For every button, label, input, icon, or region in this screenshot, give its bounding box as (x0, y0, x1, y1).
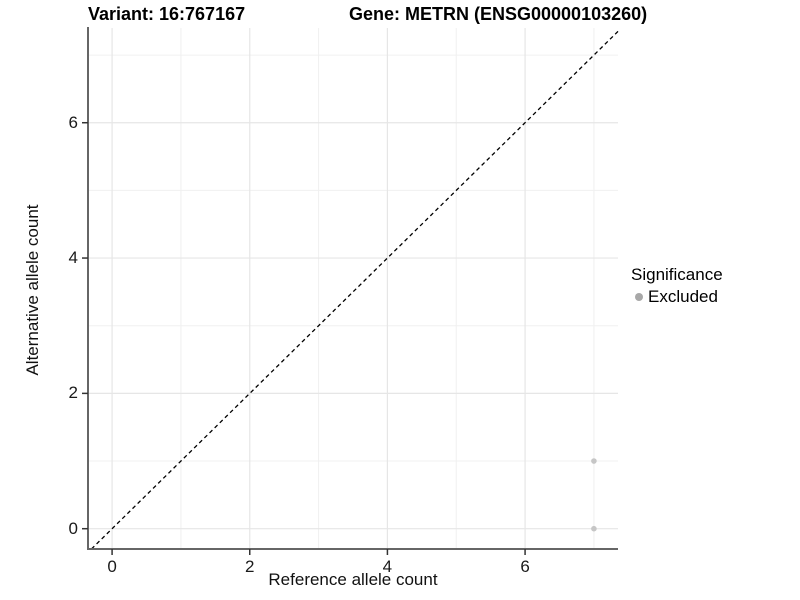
y-tick-label: 0 (68, 518, 78, 538)
legend-title: Significance (631, 265, 723, 284)
legend: Significance Excluded (631, 265, 723, 307)
plot-title-gene: Gene: METRN (ENSG00000103260) (349, 4, 648, 24)
y-tick-label: 6 (68, 112, 78, 132)
x-axis-label: Reference allele count (268, 570, 438, 589)
x-tick-label: 6 (520, 557, 530, 576)
x-tick-label: 2 (245, 557, 255, 576)
identity-reference-line (90, 30, 619, 550)
y-tick-label: 4 (68, 248, 78, 268)
data-point (591, 458, 597, 464)
legend-entry-excluded: Excluded (631, 287, 723, 307)
y-axis-label: Alternative allele count (23, 204, 42, 376)
x-tick-label: 0 (107, 557, 117, 576)
data-point (591, 525, 597, 532)
x-tick-label: 4 (382, 557, 393, 576)
legend-entry-label: Excluded (648, 287, 718, 306)
plot-title-variant: Variant: 16:767167 (88, 4, 246, 24)
y-tick-label: 2 (68, 383, 78, 403)
excluded-point-icon (635, 293, 643, 301)
